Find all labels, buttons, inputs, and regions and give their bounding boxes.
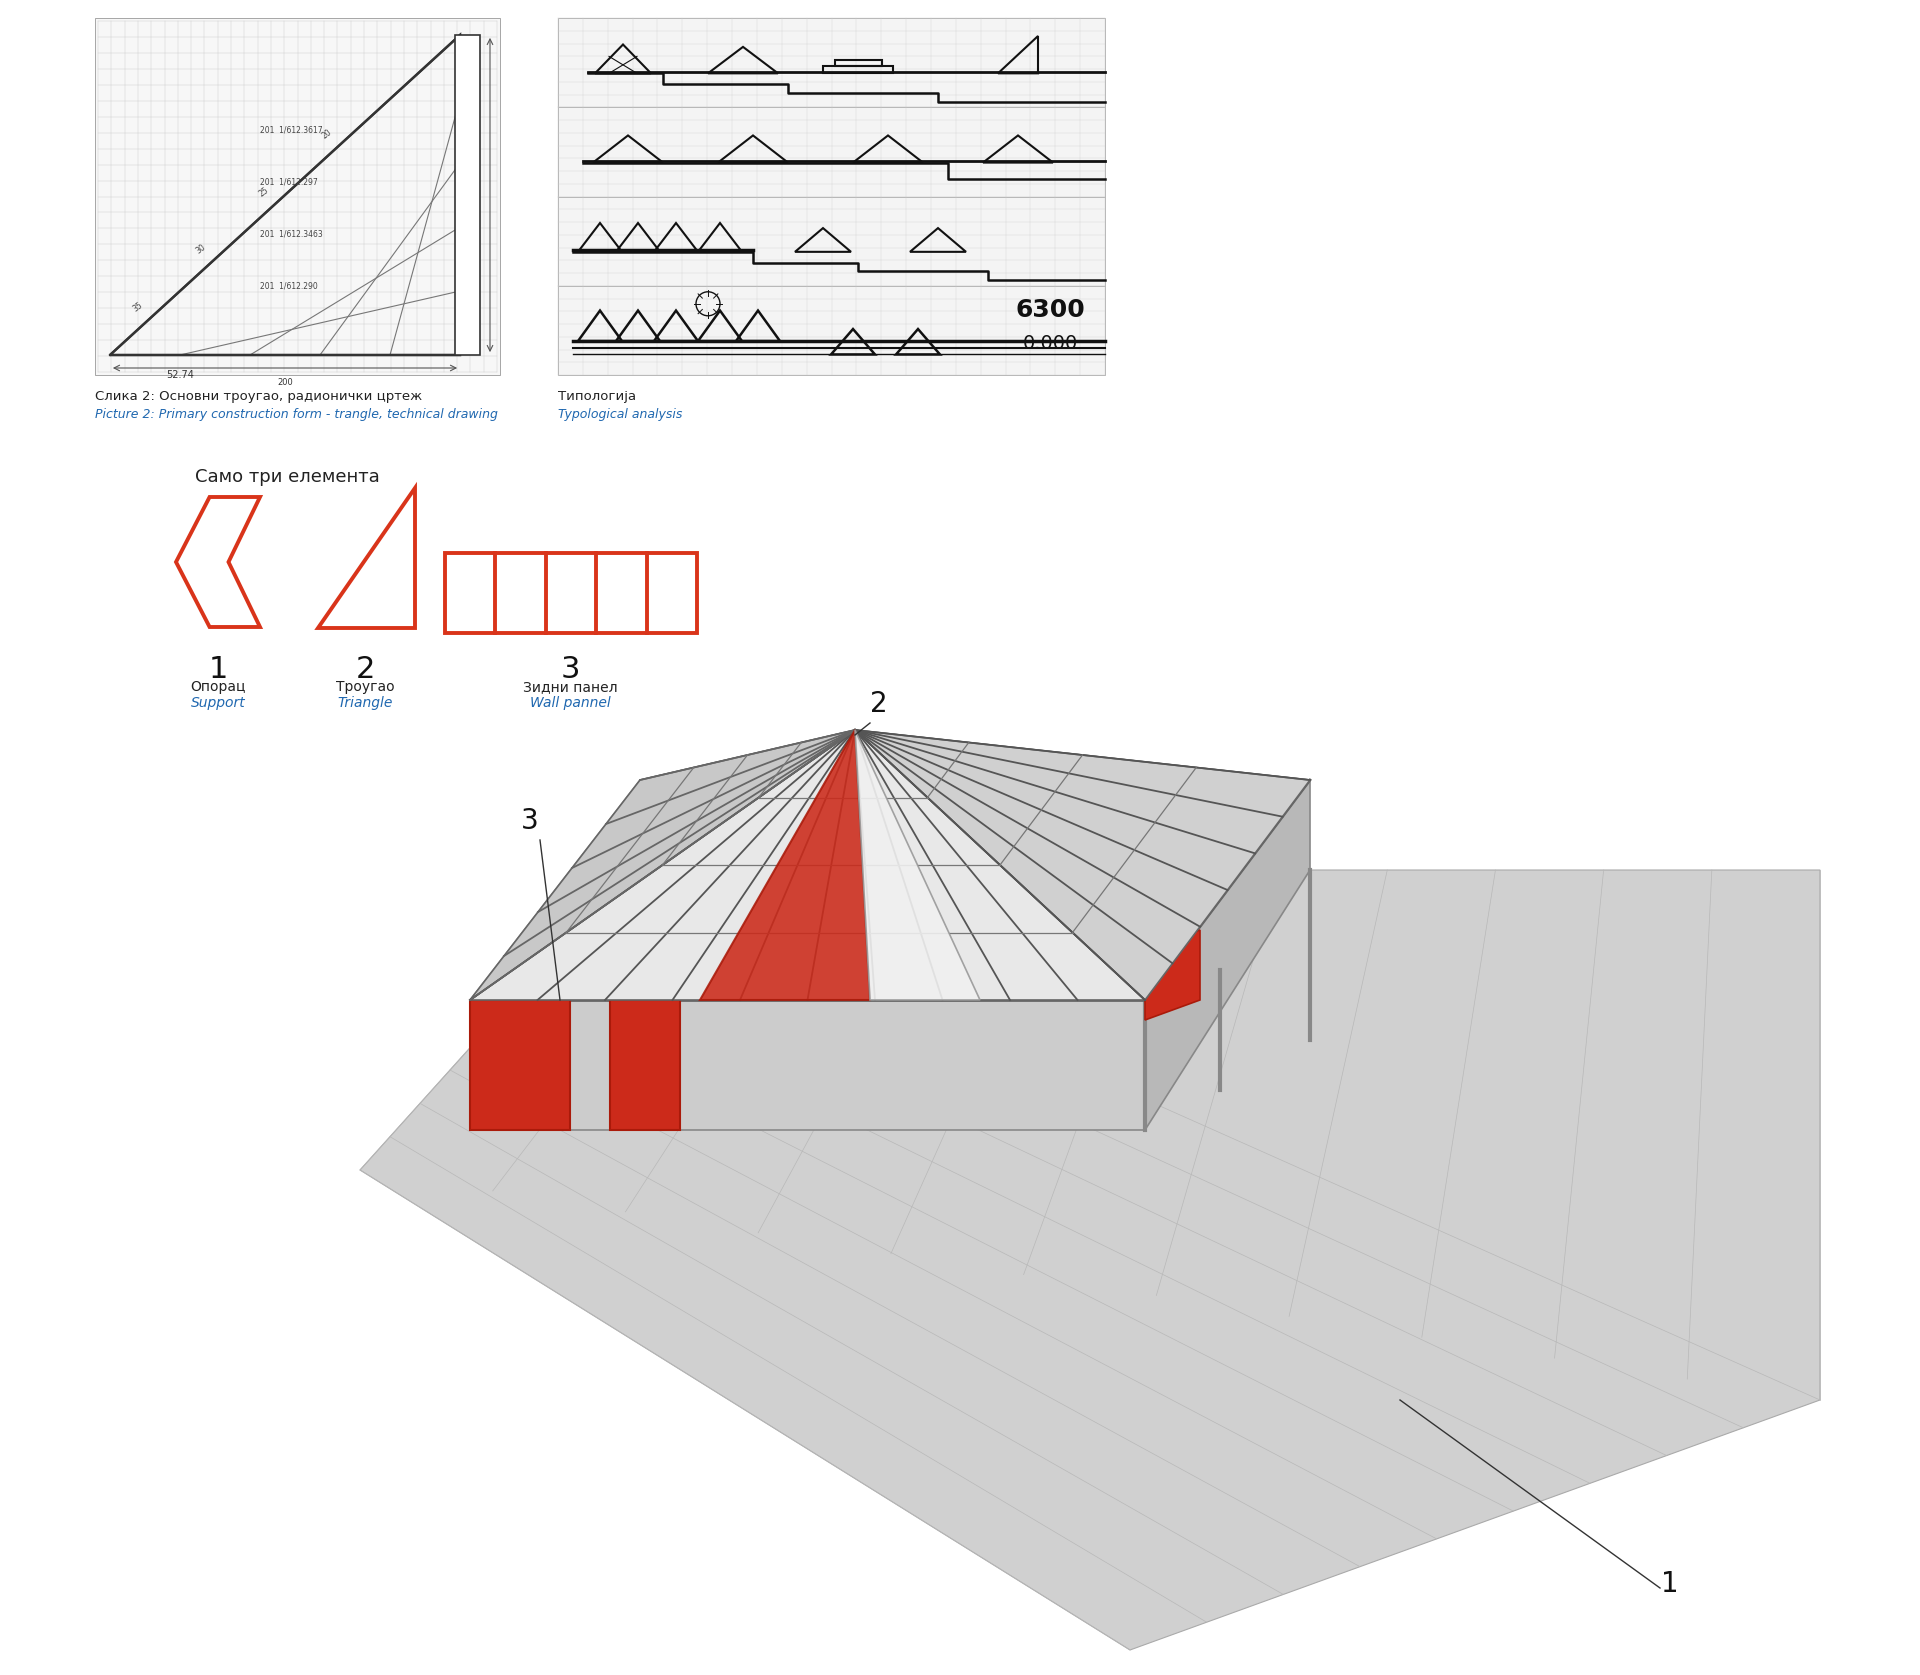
Polygon shape bbox=[1144, 781, 1309, 1131]
Text: 201  1/612.290: 201 1/612.290 bbox=[259, 281, 317, 290]
Text: Support: Support bbox=[190, 697, 246, 710]
Polygon shape bbox=[470, 781, 639, 1131]
Polygon shape bbox=[361, 869, 1820, 1650]
Text: 52.74: 52.74 bbox=[165, 370, 194, 380]
Polygon shape bbox=[854, 730, 979, 1000]
Text: Picture 2: Primary construction form - trangle, technical drawing: Picture 2: Primary construction form - t… bbox=[94, 409, 497, 420]
Text: Опорац: Опорац bbox=[190, 680, 246, 693]
Bar bbox=[559, 196, 1106, 286]
Text: 25: 25 bbox=[257, 186, 271, 198]
Text: Троугао: Троугао bbox=[336, 680, 394, 693]
Text: 20: 20 bbox=[321, 127, 334, 141]
Polygon shape bbox=[611, 1000, 680, 1131]
Text: 201  1/612.297: 201 1/612.297 bbox=[259, 178, 317, 186]
Bar bbox=[824, 65, 893, 74]
Text: Слика 2: Основни троугао, радионички цртеж: Слика 2: Основни троугао, радионички црт… bbox=[94, 390, 422, 404]
Text: 2: 2 bbox=[355, 655, 374, 683]
Text: 3: 3 bbox=[561, 655, 580, 683]
Bar bbox=[559, 18, 1106, 107]
Bar bbox=[445, 553, 697, 633]
Polygon shape bbox=[470, 1000, 570, 1131]
Polygon shape bbox=[470, 730, 1144, 1000]
Text: 2: 2 bbox=[870, 690, 887, 719]
Text: 0.000: 0.000 bbox=[1021, 333, 1077, 353]
Polygon shape bbox=[854, 730, 1309, 1000]
Text: 30: 30 bbox=[194, 243, 207, 256]
Text: 1: 1 bbox=[207, 655, 228, 683]
Bar bbox=[559, 286, 1106, 375]
Polygon shape bbox=[701, 730, 870, 1000]
Polygon shape bbox=[470, 1000, 1144, 1131]
Text: Triangle: Triangle bbox=[338, 697, 394, 710]
Text: 201  1/612.3617: 201 1/612.3617 bbox=[259, 126, 323, 134]
Text: 1: 1 bbox=[1661, 1569, 1678, 1598]
Text: 6300: 6300 bbox=[1016, 298, 1085, 322]
Text: 3: 3 bbox=[520, 807, 540, 836]
Polygon shape bbox=[639, 730, 1309, 781]
Bar bbox=[455, 35, 480, 355]
Text: Typological analysis: Typological analysis bbox=[559, 409, 682, 420]
Text: Типологија: Типологија bbox=[559, 390, 636, 404]
Text: Wall pannel: Wall pannel bbox=[530, 697, 611, 710]
Text: Зидни панел: Зидни панел bbox=[522, 680, 618, 693]
Polygon shape bbox=[470, 730, 854, 1000]
Bar bbox=[94, 18, 499, 375]
Text: 200: 200 bbox=[276, 379, 294, 387]
Text: 35: 35 bbox=[131, 300, 144, 313]
Bar bbox=[835, 60, 881, 65]
Text: Само три елемента: Само три елемента bbox=[196, 467, 380, 486]
Text: 201  1/612.3463: 201 1/612.3463 bbox=[259, 229, 323, 238]
Polygon shape bbox=[1144, 930, 1200, 1020]
Bar bbox=[559, 107, 1106, 196]
